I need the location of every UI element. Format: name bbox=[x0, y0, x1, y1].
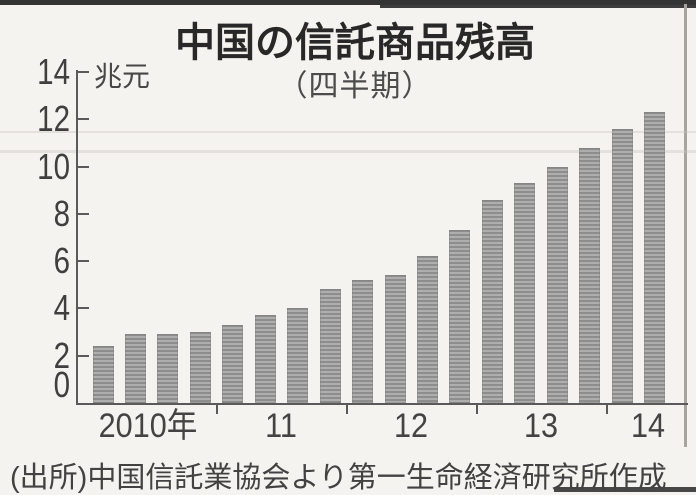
source-note: (出所)中国信託業協会より第一生命経済研究所作成 bbox=[10, 462, 667, 494]
y-axis-tick bbox=[76, 307, 89, 310]
y-axis-label: 8 bbox=[53, 192, 70, 234]
y-axis-label: 10 bbox=[37, 145, 70, 187]
y-axis-tick bbox=[76, 212, 89, 215]
y-axis-label: 14 bbox=[37, 50, 70, 92]
bar bbox=[189, 332, 211, 403]
bar bbox=[254, 315, 276, 403]
y-axis-unit-label: 兆元 bbox=[94, 61, 151, 92]
x-axis-label: 2010年 bbox=[98, 407, 198, 445]
bar bbox=[417, 256, 438, 403]
y-axis-label: 12 bbox=[37, 98, 70, 140]
y-axis-label: 0 bbox=[53, 364, 70, 405]
bar bbox=[514, 183, 536, 403]
bar bbox=[384, 275, 406, 403]
y-axis-label: 4 bbox=[53, 287, 70, 329]
bar bbox=[546, 166, 568, 403]
x-axis-label: 14 bbox=[630, 407, 666, 445]
bar bbox=[352, 280, 374, 403]
bar bbox=[611, 128, 633, 403]
x-axis-label: 11 bbox=[265, 407, 297, 445]
scan-streak bbox=[0, 131, 696, 133]
scan-right-edge bbox=[684, 4, 687, 447]
chart-subtitle: （四半期） bbox=[277, 70, 433, 103]
scan-top-edge-thick bbox=[380, 5, 696, 8]
bar bbox=[319, 289, 341, 403]
y-axis-label: 2 bbox=[53, 334, 70, 376]
bar bbox=[222, 324, 244, 403]
y-axis-tick bbox=[76, 70, 89, 73]
chart-title: 中国の信託商品残高 bbox=[175, 21, 535, 65]
bar bbox=[449, 230, 471, 403]
scan-streak bbox=[0, 150, 696, 153]
bar bbox=[287, 308, 309, 403]
x-axis-line bbox=[76, 403, 688, 405]
scan-top-edge bbox=[0, 0, 696, 5]
y-axis-tick bbox=[76, 118, 89, 121]
scan-bottom-edge bbox=[554, 487, 696, 492]
x-axis-tick bbox=[476, 403, 478, 414]
y-axis-label: 6 bbox=[53, 240, 70, 282]
x-axis-tick bbox=[606, 403, 608, 414]
bar bbox=[124, 334, 146, 403]
bar bbox=[579, 147, 601, 403]
y-axis-tick bbox=[76, 165, 89, 168]
y-axis-tick bbox=[76, 260, 89, 263]
x-axis-tick bbox=[216, 403, 218, 414]
x-axis-label: 12 bbox=[393, 407, 429, 445]
bar bbox=[157, 334, 179, 403]
x-axis-tick bbox=[346, 403, 348, 414]
bar bbox=[644, 112, 666, 403]
x-axis-label: 13 bbox=[523, 407, 559, 445]
y-axis-tick bbox=[76, 354, 89, 357]
bar bbox=[481, 199, 503, 403]
y-axis-line bbox=[76, 70, 78, 405]
bar bbox=[92, 346, 114, 403]
